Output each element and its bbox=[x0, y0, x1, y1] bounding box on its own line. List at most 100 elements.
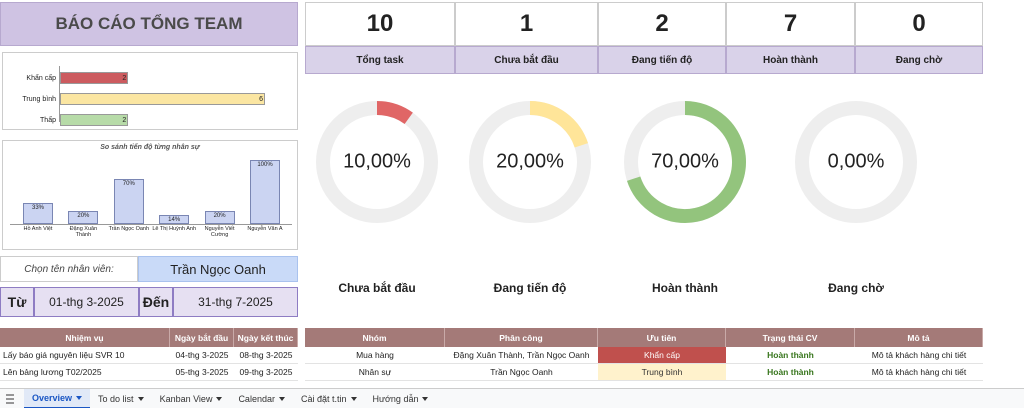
bar bbox=[60, 72, 129, 84]
bar-label: Thấp bbox=[40, 116, 56, 124]
bar-label: Trung bình bbox=[22, 95, 56, 103]
x-tick-label: Nguyễn Viết Cường bbox=[204, 226, 235, 239]
title: BÁO CÁO TỔNG TEAM bbox=[0, 2, 298, 46]
bar-value: 20% bbox=[77, 213, 90, 220]
donut-value: 20,00% bbox=[496, 150, 564, 172]
donut-value: 10,00% bbox=[343, 150, 411, 172]
sheet-tab[interactable]: To do list bbox=[90, 389, 152, 408]
sheet-tab[interactable]: Overview bbox=[24, 389, 91, 408]
kpi-value: 1 bbox=[455, 2, 598, 46]
kpi-label: Hoàn thành bbox=[726, 46, 855, 74]
donut-track bbox=[624, 101, 746, 223]
tab-label: Cài đặt t.tin bbox=[300, 394, 347, 404]
table-cell: Hoàn thành bbox=[726, 364, 855, 381]
bar-value: 14% bbox=[168, 217, 181, 224]
donut-caption: Đang tiến độ bbox=[494, 281, 567, 295]
kpi-value: 10 bbox=[305, 2, 455, 46]
donut-arc bbox=[529, 101, 589, 148]
table-cell: 04-thg 3-2025 bbox=[170, 347, 234, 364]
bar bbox=[23, 202, 53, 224]
sheet-tabs: Overview To do list Kanban View Calendar Cài… bbox=[0, 388, 1024, 408]
axis-line bbox=[59, 66, 60, 122]
kpi-label: Tổng task bbox=[305, 46, 455, 74]
table-header: Ngày kết thúc bbox=[234, 328, 298, 347]
bar-value: 70% bbox=[122, 181, 135, 188]
tab-menu-arrow[interactable] bbox=[422, 397, 429, 401]
table-cell: 09-thg 3-2025 bbox=[234, 364, 298, 381]
x-tick-label: Lê Thị Huỳnh Anh bbox=[152, 226, 196, 232]
table-cell: 08-thg 3-2025 bbox=[234, 347, 298, 364]
kpi-label: Đang chờ bbox=[855, 46, 983, 74]
donut-arc bbox=[376, 101, 413, 125]
table-cell: Lấy báo giá nguyên liệu SVR 10 bbox=[0, 347, 170, 364]
tab-menu-arrow[interactable] bbox=[216, 397, 223, 401]
tab-menu-arrow[interactable] bbox=[137, 397, 144, 401]
kpi-value: 0 bbox=[855, 2, 983, 46]
bar bbox=[60, 93, 265, 105]
chart-title: So sánh tiến độ từng nhân sự bbox=[100, 144, 200, 151]
sheet-tab[interactable]: Hướng dẫn bbox=[365, 389, 437, 408]
bar bbox=[250, 160, 280, 224]
x-tick-label: Hồ Anh Việt bbox=[23, 226, 53, 232]
donut-track bbox=[795, 101, 917, 223]
table-cell: Trần Ngọc Oanh bbox=[445, 364, 598, 381]
tab-menu-arrow[interactable] bbox=[278, 397, 285, 401]
bar-value: 2 bbox=[122, 116, 127, 124]
table-header: Ưu tiên bbox=[598, 328, 726, 347]
table-header: Phân công bbox=[445, 328, 598, 347]
table-cell: Trung bình bbox=[598, 364, 726, 381]
donut-value: 70,00% bbox=[651, 150, 719, 172]
tab-menu-arrow[interactable] bbox=[350, 397, 357, 401]
tab-label: Overview bbox=[32, 393, 73, 403]
bar-value: 2 bbox=[122, 74, 127, 82]
sheet-tab[interactable]: Cài đặt t.tin bbox=[293, 389, 365, 408]
x-tick-label: Nguyễn Văn A bbox=[247, 226, 283, 232]
table-header: Ngày bắt đầu bbox=[170, 328, 234, 347]
table-cell: Mô tả khách hàng chi tiết bbox=[855, 347, 983, 364]
filter-value[interactable]: Trần Ngọc Oanh bbox=[138, 256, 298, 282]
tab-label: Kanban View bbox=[159, 394, 213, 404]
donut-value: 0,00% bbox=[828, 150, 885, 172]
bar bbox=[68, 211, 99, 224]
table-cell: Mua hàng bbox=[305, 347, 445, 364]
table-header: Mô tả bbox=[855, 328, 983, 347]
bar-value: 6 bbox=[259, 95, 263, 103]
sheet-tab[interactable]: Calendar bbox=[230, 389, 293, 408]
bar bbox=[159, 215, 190, 224]
from-date[interactable]: 01-thg 3-2025 bbox=[34, 287, 139, 317]
donut-caption: Chưa bắt đầu bbox=[338, 280, 415, 295]
to-date[interactable]: 31-thg 7-2025 bbox=[173, 287, 298, 317]
tab-label: Hướng dẫn bbox=[372, 394, 419, 404]
kpi-value: 2 bbox=[598, 2, 726, 46]
sheet-tab[interactable]: Kanban View bbox=[152, 389, 231, 408]
table-cell: Khẩn cấp bbox=[598, 347, 726, 364]
x-tick-label: Đặng Xuân Thành bbox=[69, 226, 98, 239]
table-cell: Mô tả khách hàng chi tiết bbox=[855, 364, 983, 381]
kpi-label: Đang tiến độ bbox=[598, 46, 726, 74]
table-cell: Hoàn thành bbox=[726, 347, 855, 364]
table-cell: Đặng Xuân Thành, Trần Ngọc Oanh bbox=[445, 347, 598, 364]
filter-label: Chọn tên nhân viên: bbox=[0, 256, 138, 282]
bar bbox=[204, 211, 235, 224]
to-label: Đến bbox=[139, 287, 173, 317]
bar-label: Khẩn cấp bbox=[26, 74, 56, 82]
menu-icon[interactable] bbox=[0, 389, 24, 408]
bar-value: 33% bbox=[31, 204, 44, 211]
table-cell: 05-thg 3-2025 bbox=[170, 364, 234, 381]
donut-arc bbox=[626, 101, 746, 223]
progress-chart-box bbox=[2, 140, 298, 250]
baseline bbox=[10, 224, 292, 225]
tab-label: To do list bbox=[98, 394, 134, 404]
tab-menu-arrow[interactable] bbox=[76, 396, 83, 400]
donut-caption: Hoàn thành bbox=[652, 281, 718, 295]
kpi-value: 7 bbox=[726, 2, 855, 46]
table-cell: Nhân sự bbox=[305, 364, 445, 381]
table-header: Nhiệm vụ bbox=[0, 328, 170, 347]
x-tick-label: Trần Ngọc Oanh bbox=[108, 226, 150, 232]
table-header: Trạng thái CV bbox=[726, 328, 855, 347]
from-label: Từ bbox=[0, 287, 34, 317]
bar-value: 20% bbox=[213, 213, 226, 220]
priority-chart-box bbox=[2, 52, 298, 130]
bar bbox=[113, 179, 144, 224]
